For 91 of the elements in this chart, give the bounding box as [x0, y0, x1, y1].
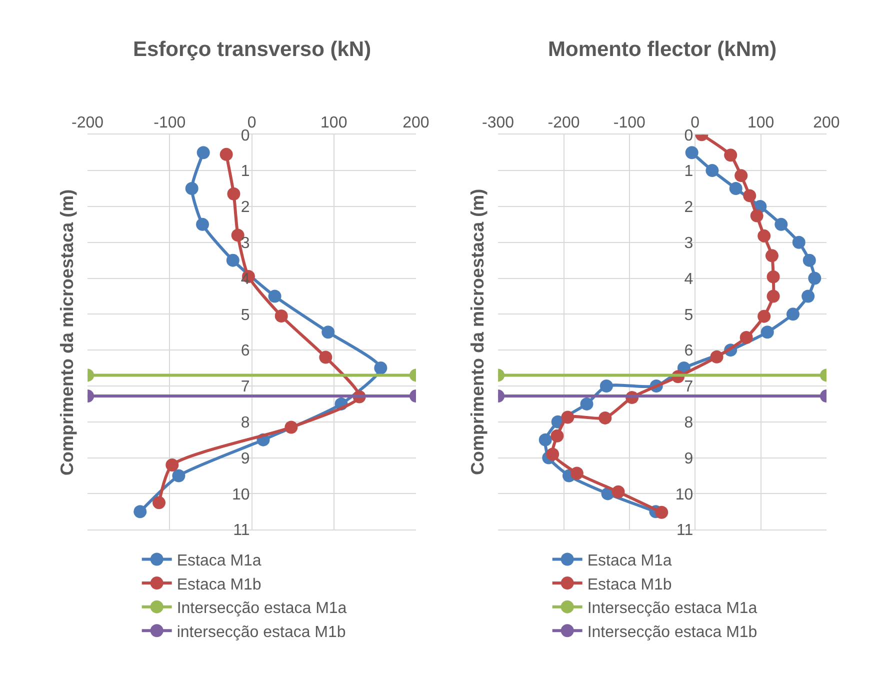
point [196, 146, 210, 160]
point [598, 411, 612, 424]
point [724, 148, 738, 162]
x-tick-label: -200 [548, 114, 580, 132]
point [580, 397, 594, 410]
point [220, 148, 233, 161]
point [274, 309, 288, 322]
y-tick-label: 5 [240, 306, 250, 324]
point [786, 308, 800, 321]
x-tick-label: 200 [813, 114, 840, 132]
point [570, 466, 584, 480]
point [765, 249, 778, 262]
point [734, 169, 748, 182]
y-tick-label: 5 [684, 306, 694, 324]
point [655, 506, 668, 519]
point [550, 429, 564, 442]
point [802, 254, 816, 267]
point [802, 290, 815, 303]
legend-label: Intersecção estaca M1b [587, 624, 758, 641]
point [538, 433, 552, 446]
y-tick-label: 8 [240, 414, 250, 432]
x-tick-label: 100 [320, 114, 348, 132]
point [743, 189, 756, 202]
y-tick-label: 2 [684, 199, 694, 216]
y-tick-label: 4 [684, 270, 694, 288]
point [766, 290, 780, 303]
point [600, 379, 613, 392]
legend-label: Estaca M1b [587, 576, 672, 594]
point [729, 182, 742, 196]
point [612, 485, 625, 498]
point [185, 182, 198, 196]
y-tick-label: 10 [675, 486, 694, 504]
point [268, 290, 282, 303]
point [374, 362, 388, 375]
y-tick-label: 0 [684, 127, 694, 144]
point [710, 350, 724, 364]
point [766, 270, 780, 284]
point [774, 218, 788, 231]
legend-label: Estaca M1b [176, 576, 262, 594]
point [706, 164, 719, 178]
y-tick-label: 2 [240, 199, 250, 216]
y-tick-label: 3 [240, 234, 250, 252]
y-tick-label: 9 [684, 450, 694, 468]
point [758, 229, 771, 242]
point [758, 310, 771, 323]
y-tick-label: 6 [684, 342, 694, 360]
y-axis-title: Comprimento da microestaca (m) [468, 188, 488, 475]
y-tick-label: 9 [240, 450, 250, 468]
point [322, 326, 335, 339]
y-tick-label: 10 [232, 486, 250, 504]
point [166, 458, 179, 472]
point [134, 505, 147, 518]
y-tick-label: 3 [684, 234, 694, 252]
x-tick-label: -200 [72, 114, 104, 132]
legend-label: Estaca M1a [587, 552, 672, 570]
y-tick-label: 8 [684, 414, 694, 432]
point [172, 469, 186, 482]
point [750, 209, 764, 222]
point [319, 350, 332, 364]
point [546, 448, 560, 461]
chart-title: Esforço transverso (kN) [133, 38, 372, 61]
chart-title: Momento flector (kNm) [548, 38, 777, 61]
point [152, 496, 166, 510]
point [226, 254, 240, 267]
x-tick-label: 200 [402, 114, 430, 132]
y-tick-label: 7 [240, 378, 250, 396]
point [196, 218, 210, 231]
point [740, 331, 753, 344]
point [284, 420, 298, 434]
point [760, 326, 774, 339]
y-tick-label: 1 [240, 163, 250, 180]
point [792, 236, 806, 249]
x-tick-label: 100 [747, 114, 774, 132]
legend-label: Intersecção estaca M1a [176, 600, 347, 618]
legend-label: intersecção estaca M1b [176, 624, 346, 641]
x-tick-label: -100 [613, 114, 646, 132]
legend-label: Estaca M1a [176, 552, 262, 570]
point [685, 146, 698, 160]
y-axis-title: Comprimento da microestaca (m) [57, 189, 78, 476]
point [227, 187, 240, 200]
point [561, 410, 574, 424]
y-tick-label: 11 [676, 522, 694, 540]
y-tick-label: 11 [233, 522, 250, 540]
point [808, 272, 822, 285]
y-tick-label: 7 [684, 378, 694, 396]
x-tick-label: -300 [482, 114, 514, 132]
legend-label: Intersecção estaca M1a [587, 600, 758, 618]
y-tick-label: 1 [684, 163, 694, 180]
y-tick-label: 0 [240, 127, 250, 144]
x-tick-label: -100 [154, 114, 186, 132]
y-tick-label: 6 [240, 342, 250, 360]
